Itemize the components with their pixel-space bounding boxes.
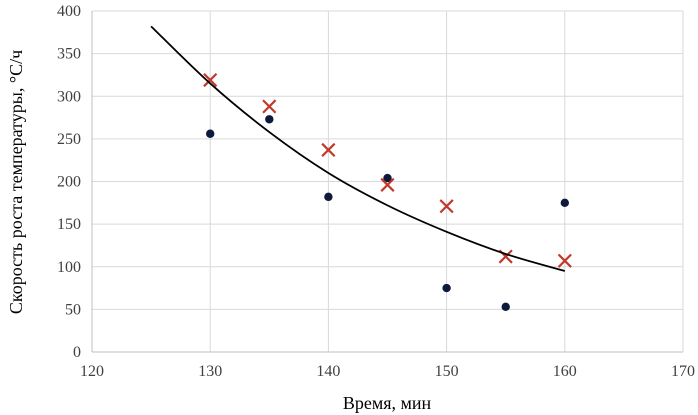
circle-point <box>383 173 392 183</box>
x-axis-title: Время, мин <box>343 393 432 413</box>
series-layer <box>150 25 572 312</box>
y-tick-label: 300 <box>57 88 81 105</box>
y-tick-label: 250 <box>57 131 81 148</box>
x-tick-label: 150 <box>435 363 459 380</box>
x-tick-label: 120 <box>80 363 104 380</box>
y-tick-label: 150 <box>57 216 81 233</box>
y-tick-label: 0 <box>73 344 81 361</box>
circle-point <box>442 283 451 293</box>
x-tick-label: 170 <box>671 363 695 380</box>
circle-point <box>206 129 215 138</box>
circle-point <box>324 192 333 202</box>
cross-point <box>380 177 395 192</box>
trend-line <box>150 25 566 272</box>
series-cross <box>203 72 572 268</box>
y-tick-label: 50 <box>65 301 81 318</box>
cross-point <box>203 72 218 88</box>
cross-point <box>321 142 336 158</box>
y-tick-label: 100 <box>57 259 81 276</box>
y-tick-label: 400 <box>57 3 81 20</box>
series-circle <box>206 115 569 312</box>
cross-point <box>557 253 572 268</box>
cross-point <box>439 199 454 214</box>
y-axis-title: Скорость роста температуры, °С/ч <box>6 50 26 314</box>
y-tick-label: 200 <box>57 174 81 191</box>
tick-labels: 0 50 100 150 200 250 300 350 400 120 130 140 150 160 1… <box>57 3 695 380</box>
circle-point <box>265 115 274 124</box>
cross-point <box>262 99 277 114</box>
series-line <box>150 25 566 272</box>
axis-layer <box>91 11 683 353</box>
x-tick-label: 140 <box>316 363 340 380</box>
y-tick-label: 350 <box>57 46 81 63</box>
circle-point <box>501 302 510 312</box>
x-tick-label: 130 <box>198 363 222 380</box>
circle-point <box>560 198 569 208</box>
x-tick-label: 160 <box>553 363 577 380</box>
